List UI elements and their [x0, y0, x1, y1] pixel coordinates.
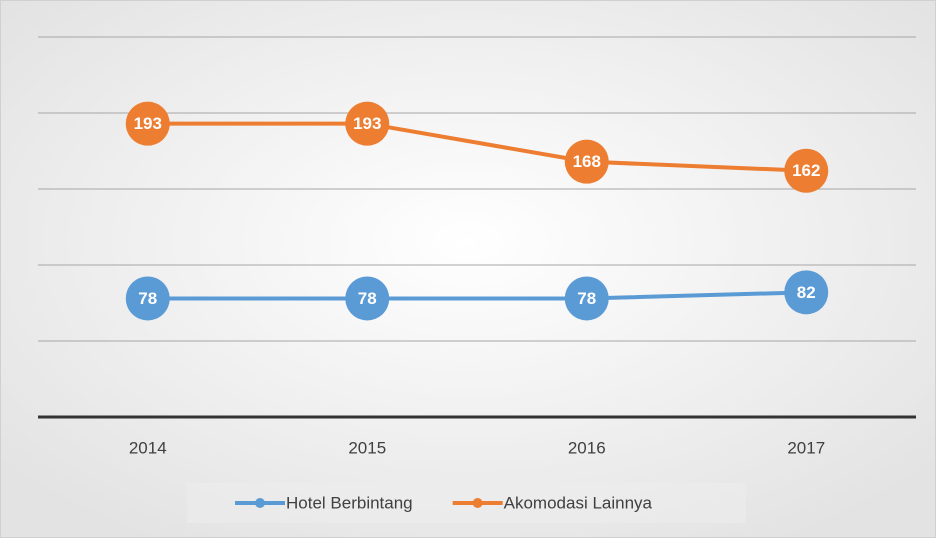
- legend: Hotel Berbintang Akomodasi Lainnya: [187, 483, 746, 523]
- data-point: [564, 139, 609, 184]
- x-tick-label: 2017: [787, 438, 825, 457]
- x-tick-label: 2015: [348, 438, 386, 457]
- data-point: [125, 276, 170, 321]
- series-line: [147, 290, 807, 301]
- x-tick-label: 2014: [129, 438, 167, 457]
- data-label: 162: [792, 161, 820, 180]
- legend-label: Akomodasi Lainnya: [504, 493, 653, 512]
- data-point: [784, 148, 829, 193]
- legend-marker: [255, 498, 265, 508]
- legend-label: Hotel Berbintang: [286, 493, 413, 512]
- data-label: 78: [577, 289, 596, 308]
- data-point: [345, 276, 390, 321]
- series-line: [147, 121, 807, 173]
- data-label: 193: [134, 114, 162, 133]
- lines: 78 78 78 82 193 193 168 162: [125, 101, 829, 321]
- grid: [38, 36, 916, 419]
- data-label: 168: [573, 152, 601, 171]
- data-point: [125, 101, 170, 146]
- data-point: [564, 276, 609, 321]
- data-label: 78: [138, 289, 157, 308]
- data-label: 82: [797, 283, 816, 302]
- data-point: [345, 101, 390, 146]
- legend-marker: [472, 498, 483, 508]
- x-tick-label: 2016: [568, 438, 606, 457]
- data-label: 78: [358, 289, 377, 308]
- data-label: 193: [353, 114, 381, 133]
- data-point: [784, 270, 829, 315]
